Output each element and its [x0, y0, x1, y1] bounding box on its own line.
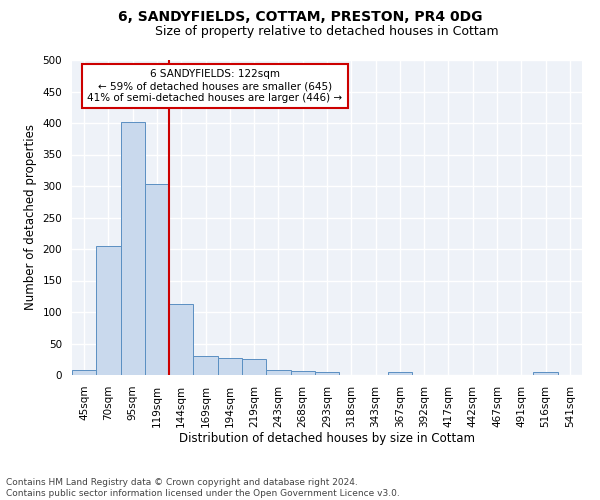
- X-axis label: Distribution of detached houses by size in Cottam: Distribution of detached houses by size …: [179, 432, 475, 446]
- Bar: [193, 356, 218, 375]
- Bar: [290, 371, 315, 375]
- Bar: [388, 372, 412, 375]
- Bar: [96, 246, 121, 375]
- Bar: [533, 372, 558, 375]
- Text: Contains HM Land Registry data © Crown copyright and database right 2024.
Contai: Contains HM Land Registry data © Crown c…: [6, 478, 400, 498]
- Bar: [242, 359, 266, 375]
- Bar: [266, 370, 290, 375]
- Bar: [169, 304, 193, 375]
- Bar: [72, 370, 96, 375]
- Bar: [315, 372, 339, 375]
- Text: 6 SANDYFIELDS: 122sqm
← 59% of detached houses are smaller (645)
41% of semi-det: 6 SANDYFIELDS: 122sqm ← 59% of detached …: [87, 70, 343, 102]
- Bar: [121, 122, 145, 375]
- Bar: [145, 184, 169, 375]
- Y-axis label: Number of detached properties: Number of detached properties: [24, 124, 37, 310]
- Bar: [218, 358, 242, 375]
- Text: 6, SANDYFIELDS, COTTAM, PRESTON, PR4 0DG: 6, SANDYFIELDS, COTTAM, PRESTON, PR4 0DG: [118, 10, 482, 24]
- Title: Size of property relative to detached houses in Cottam: Size of property relative to detached ho…: [155, 25, 499, 38]
